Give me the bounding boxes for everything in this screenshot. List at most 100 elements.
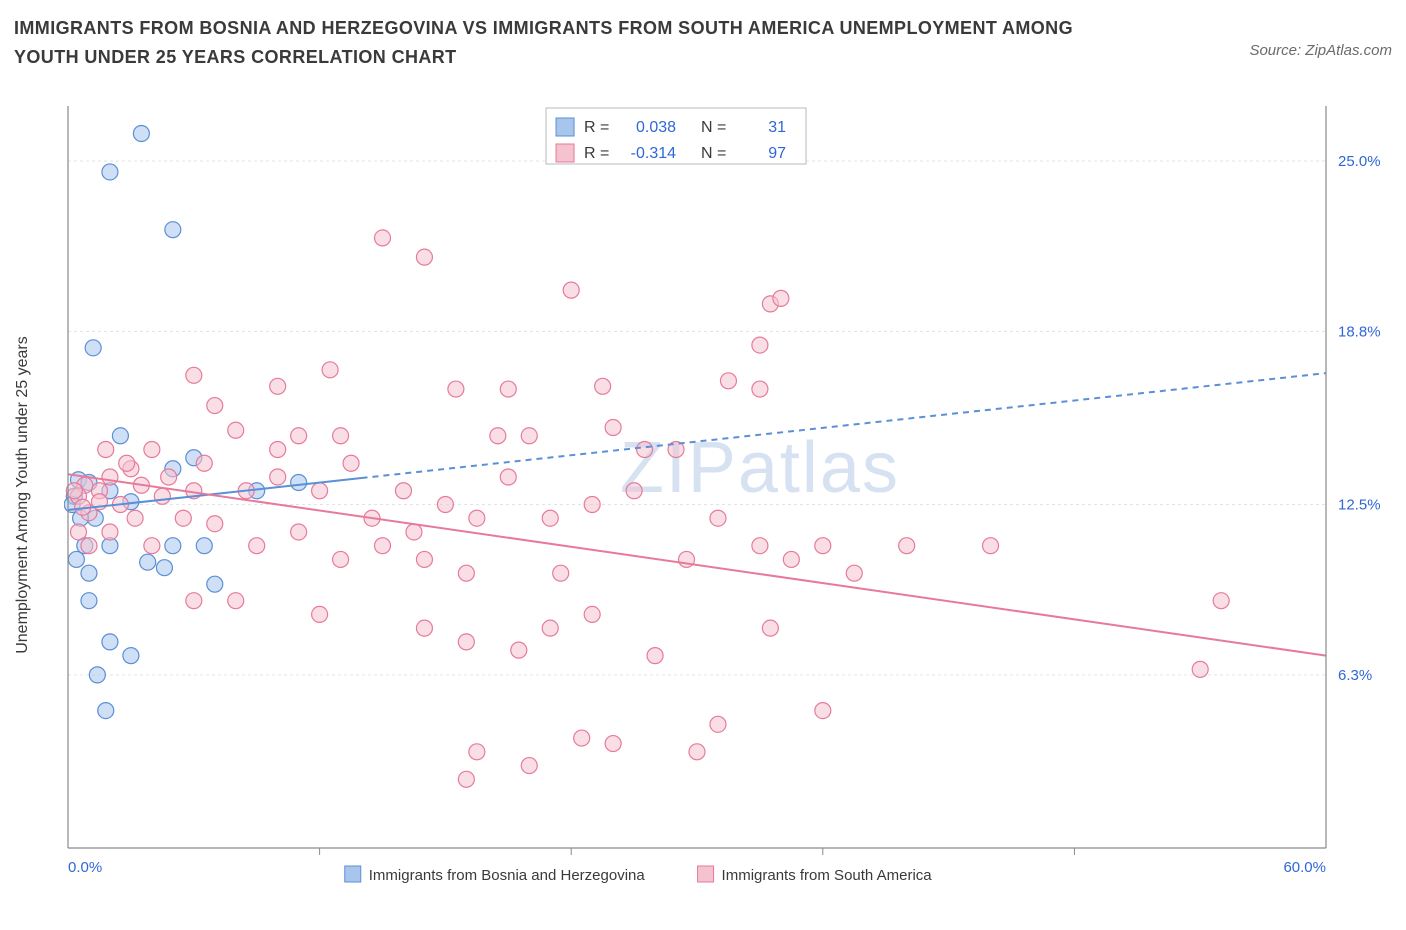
legend-swatch	[556, 144, 574, 162]
data-point	[500, 381, 516, 397]
stats-text: R =	[584, 119, 609, 136]
stats-text: -0.314	[631, 145, 676, 162]
y-tick-label: 12.5%	[1338, 496, 1381, 513]
data-point	[637, 442, 653, 458]
data-point	[89, 667, 105, 683]
data-point	[469, 510, 485, 526]
data-point	[458, 565, 474, 581]
data-point	[983, 538, 999, 554]
data-point	[291, 474, 307, 490]
data-point	[186, 367, 202, 383]
data-point	[207, 398, 223, 414]
data-point	[406, 524, 422, 540]
data-point	[81, 593, 97, 609]
data-point	[133, 125, 149, 141]
data-point	[846, 565, 862, 581]
data-point	[511, 642, 527, 658]
data-point	[81, 565, 97, 581]
data-point	[416, 551, 432, 567]
stats-text: R =	[584, 145, 609, 162]
stats-text: 97	[768, 145, 786, 162]
data-point	[312, 606, 328, 622]
data-point	[207, 516, 223, 532]
data-point	[458, 771, 474, 787]
stats-text: N =	[701, 119, 726, 136]
data-point	[165, 538, 181, 554]
data-point	[98, 703, 114, 719]
data-point	[720, 373, 736, 389]
data-point	[249, 538, 265, 554]
data-point	[144, 538, 160, 554]
data-point	[542, 620, 558, 636]
data-point	[175, 510, 191, 526]
watermark: ZIPatlas	[620, 428, 900, 508]
data-point	[783, 551, 799, 567]
data-point	[773, 290, 789, 306]
legend-swatch	[345, 866, 361, 882]
data-point	[416, 620, 432, 636]
data-point	[521, 428, 537, 444]
data-point	[542, 510, 558, 526]
data-point	[1213, 593, 1229, 609]
stats-text: N =	[701, 145, 726, 162]
data-point	[574, 730, 590, 746]
data-point	[228, 422, 244, 438]
data-point	[899, 538, 915, 554]
data-point	[312, 483, 328, 499]
data-point	[98, 442, 114, 458]
data-point	[584, 606, 600, 622]
legend-label: Immigrants from South America	[722, 867, 933, 884]
data-point	[102, 164, 118, 180]
data-point	[469, 744, 485, 760]
data-point	[815, 538, 831, 554]
data-point	[521, 758, 537, 774]
data-point	[186, 593, 202, 609]
data-point	[689, 744, 705, 760]
data-point	[112, 428, 128, 444]
data-point	[490, 428, 506, 444]
data-point	[626, 483, 642, 499]
data-point	[127, 510, 143, 526]
data-point	[458, 634, 474, 650]
data-point	[196, 455, 212, 471]
scatter-plot: ZIPatlas0.0%60.0%6.3%12.5%18.8%25.0%R =0…	[64, 100, 1384, 890]
data-point	[710, 510, 726, 526]
data-point	[270, 378, 286, 394]
data-point	[752, 538, 768, 554]
y-tick-label: 18.8%	[1338, 323, 1381, 340]
data-point	[291, 428, 307, 444]
source-credit: Source: ZipAtlas.com	[1249, 14, 1392, 59]
data-point	[815, 703, 831, 719]
legend-swatch	[698, 866, 714, 882]
data-point	[66, 483, 82, 499]
y-tick-label: 25.0%	[1338, 153, 1381, 170]
data-point	[605, 420, 621, 436]
data-point	[154, 488, 170, 504]
data-point	[395, 483, 411, 499]
data-point	[762, 620, 778, 636]
data-point	[119, 455, 135, 471]
data-point	[584, 496, 600, 512]
data-point	[595, 378, 611, 394]
y-tick-label: 6.3%	[1338, 667, 1372, 684]
data-point	[605, 736, 621, 752]
legend-label: Immigrants from Bosnia and Herzegovina	[369, 867, 646, 884]
data-point	[144, 442, 160, 458]
data-point	[81, 538, 97, 554]
header-row: IMMIGRANTS FROM BOSNIA AND HERZEGOVINA V…	[14, 14, 1392, 72]
data-point	[161, 469, 177, 485]
data-point	[343, 455, 359, 471]
data-point	[437, 496, 453, 512]
data-point	[123, 648, 139, 664]
data-point	[375, 538, 391, 554]
x-tick-label: 60.0%	[1283, 859, 1326, 876]
chart-title: IMMIGRANTS FROM BOSNIA AND HERZEGOVINA V…	[14, 14, 1094, 72]
data-point	[70, 524, 86, 540]
data-point	[228, 593, 244, 609]
data-point	[196, 538, 212, 554]
y-axis-label: Unemployment Among Youth under 25 years	[14, 100, 34, 890]
legend-swatch	[556, 118, 574, 136]
data-point	[553, 565, 569, 581]
data-point	[752, 337, 768, 353]
data-point	[165, 222, 181, 238]
